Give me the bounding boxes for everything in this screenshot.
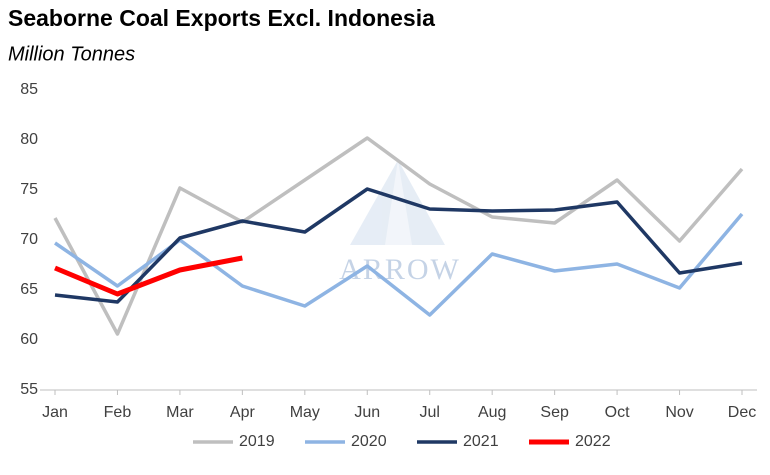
watermark-logo [350,160,445,245]
chart-title: Seaborne Coal Exports Excl. Indonesia [8,5,435,31]
x-tick-label: Feb [104,404,132,421]
y-tick-label: 65 [20,281,38,298]
y-tick-label: 80 [20,131,38,148]
legend-label: 2020 [351,433,387,450]
x-tick-label: Jun [354,404,380,421]
x-tick-label: Aug [478,404,506,421]
x-tick-label: Nov [665,404,693,421]
series-line [54,187,743,304]
x-tick-label: May [290,404,320,421]
y-tick-label: 75 [20,181,38,198]
x-tick-label: Jan [42,404,68,421]
x-tick-label: Jul [420,404,440,421]
legend-label: 2022 [575,433,611,450]
y-tick-label: 70 [20,231,38,248]
chart-subtitle: Million Tonnes [8,43,135,65]
legend-label: 2019 [239,433,275,450]
series-line [53,136,744,336]
y-tick-label: 55 [20,381,38,398]
x-tick-label: Mar [166,404,194,421]
y-tick-label: 85 [20,81,38,98]
series-line [54,255,243,297]
y-tick-label: 60 [20,331,38,348]
x-tick-label: Dec [728,404,756,421]
watermark: ARROW [339,253,461,286]
legend-label: 2021 [463,433,499,450]
x-tick-label: Apr [230,404,256,421]
x-tick-label: Oct [605,404,630,421]
x-tick-label: Sep [540,404,569,421]
